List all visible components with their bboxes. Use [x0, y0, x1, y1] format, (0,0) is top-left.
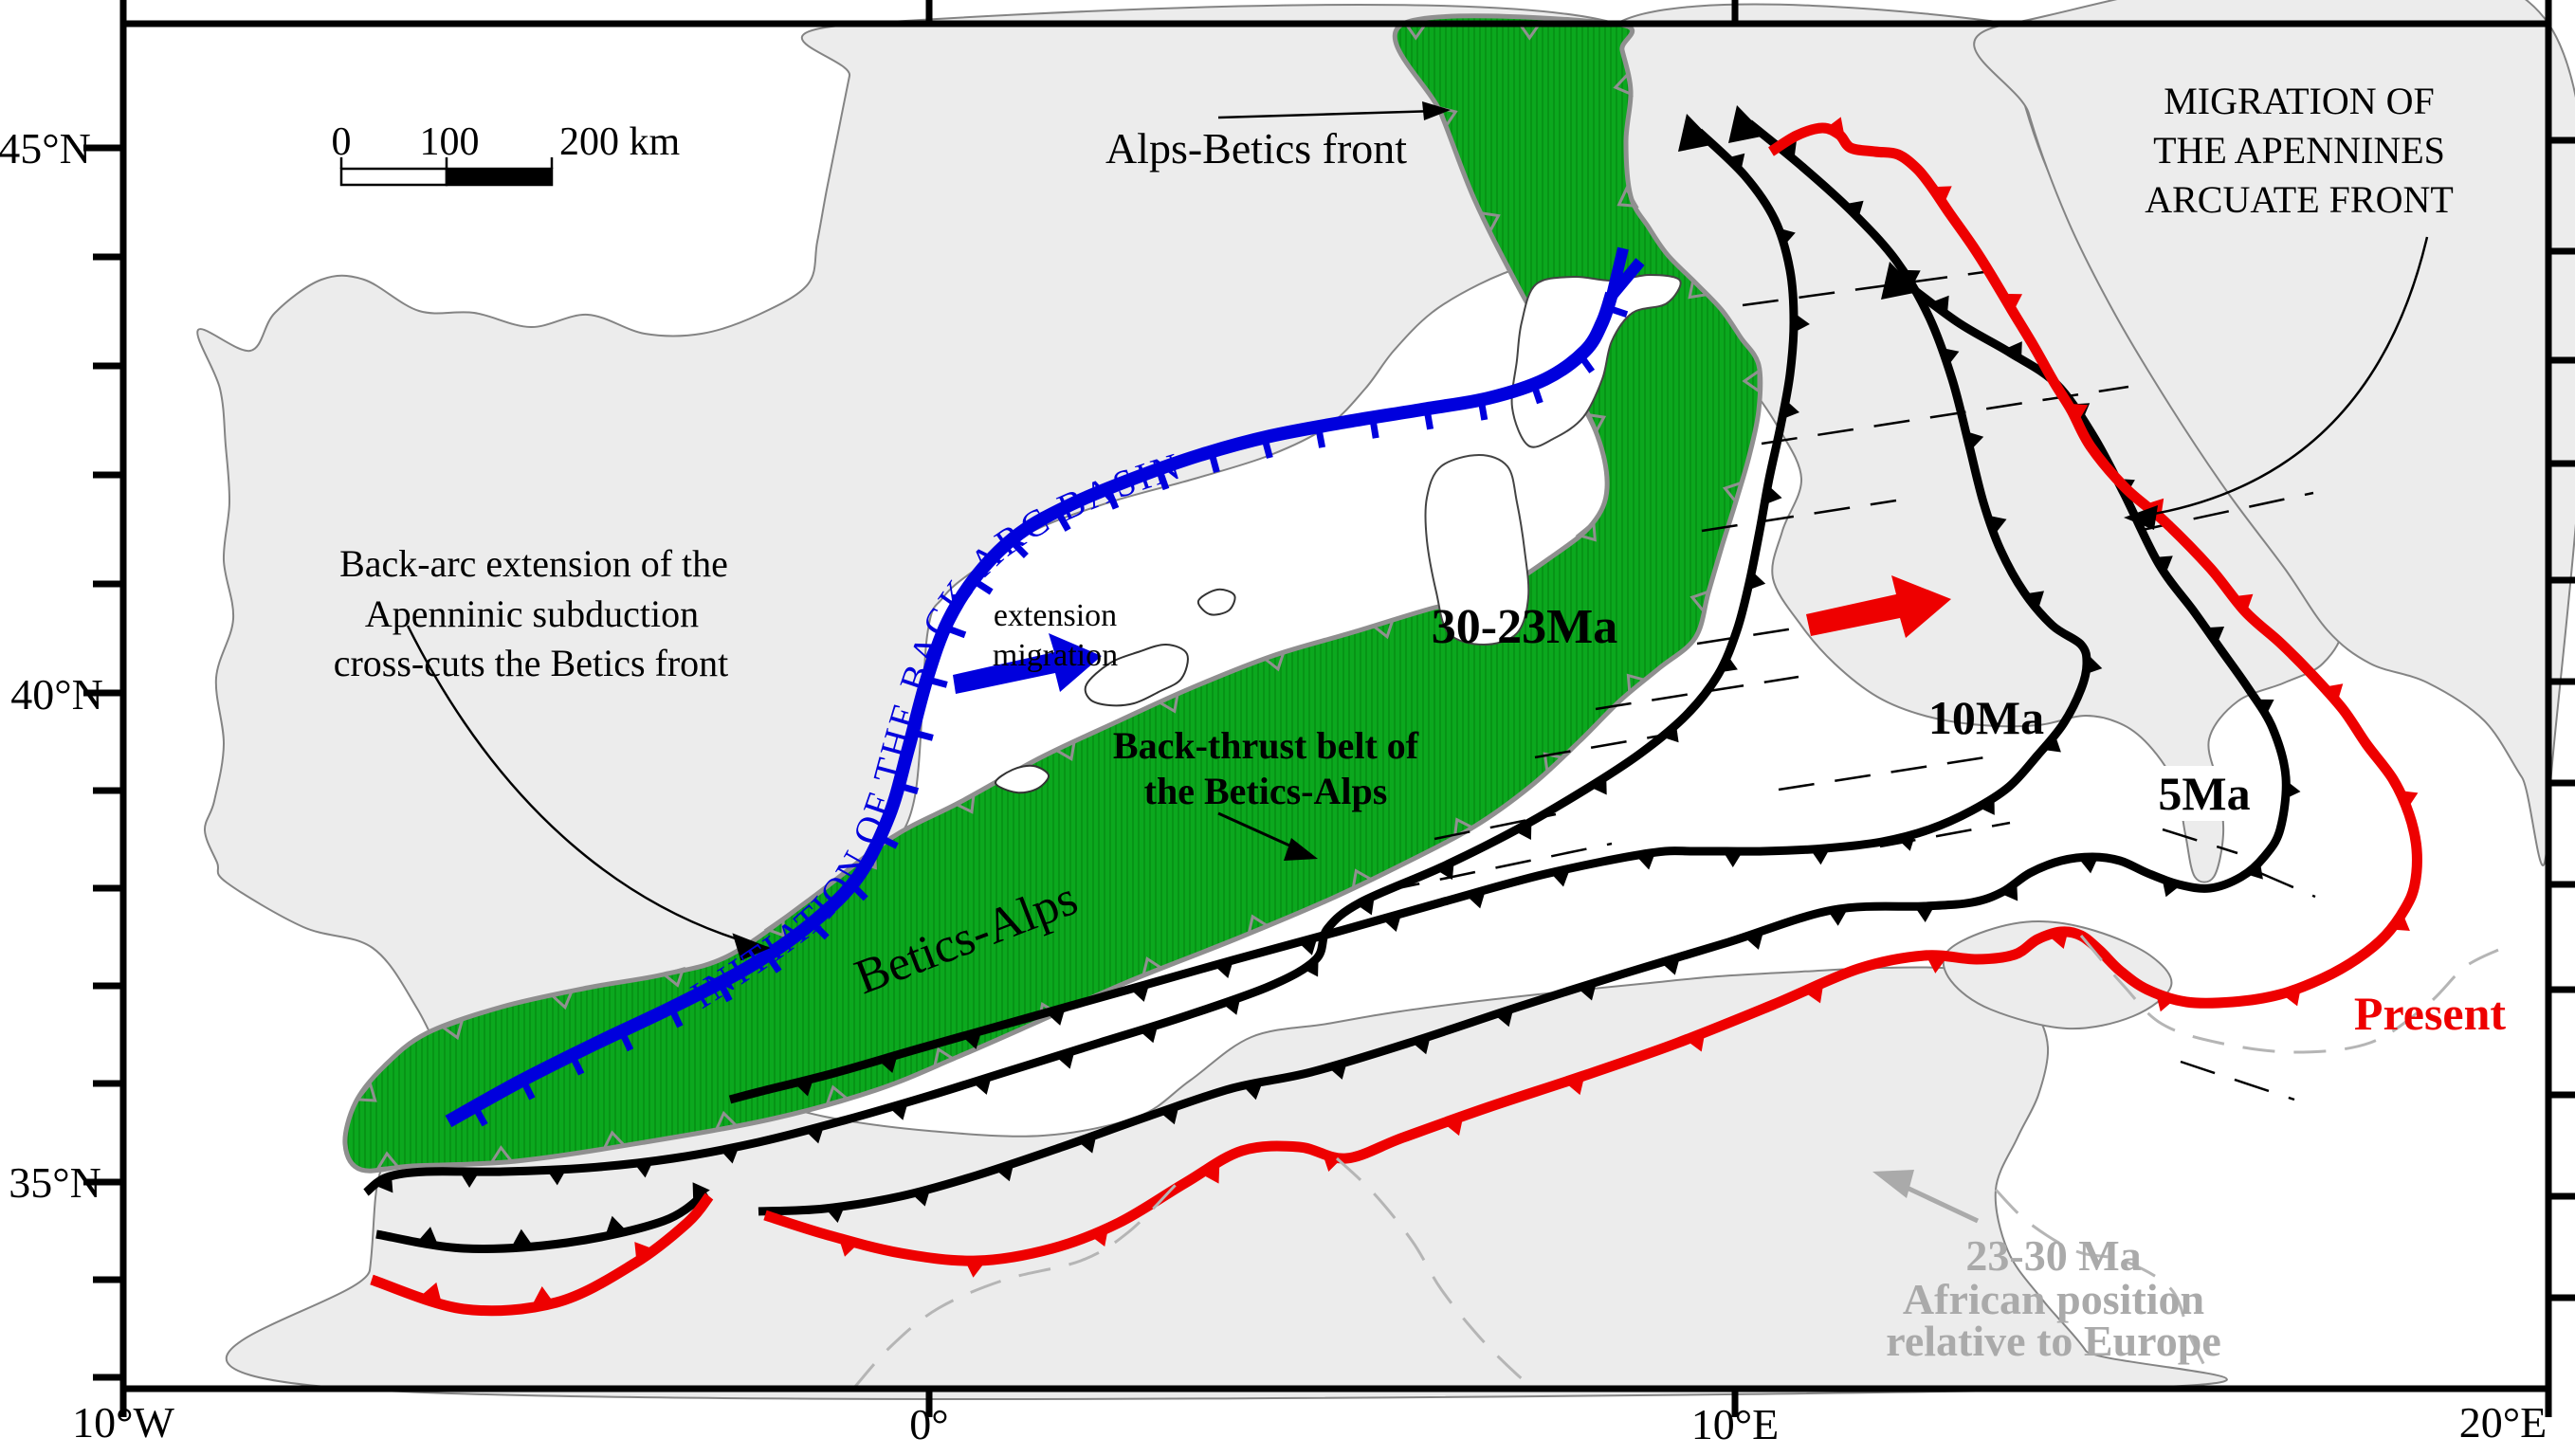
svg-text:the Betics-Alps: the Betics-Alps — [1144, 770, 1388, 812]
svg-text:Back-arc extension of the: Back-arc extension of the — [339, 542, 728, 585]
svg-text:THE APENNINES: THE APENNINES — [2153, 129, 2445, 172]
svg-text:23-30 Ma: 23-30 Ma — [1965, 1231, 2141, 1280]
svg-text:0: 0 — [332, 120, 352, 164]
svg-text:100: 100 — [420, 120, 480, 164]
svg-text:10Ma: 10Ma — [1928, 691, 2044, 744]
svg-text:relative to Europe: relative to Europe — [1886, 1317, 2220, 1365]
svg-text:40°N: 40°N — [10, 670, 103, 719]
svg-text:Present: Present — [2354, 987, 2506, 1040]
svg-text:Back-thrust belt of: Back-thrust belt of — [1113, 724, 1419, 767]
svg-text:Alps-Betics front: Alps-Betics front — [1105, 124, 1407, 173]
svg-text:5Ma: 5Ma — [2158, 767, 2250, 820]
svg-text:200 km: 200 km — [559, 120, 681, 164]
svg-text:20°E: 20°E — [2459, 1398, 2548, 1447]
svg-text:extension: extension — [994, 598, 1117, 633]
svg-text:MIGRATION OF: MIGRATION OF — [2164, 80, 2435, 122]
svg-text:30-23Ma: 30-23Ma — [1432, 600, 1617, 654]
svg-text:10°E: 10°E — [1691, 1400, 1780, 1448]
svg-text:ARCUATE FRONT: ARCUATE FRONT — [2145, 178, 2454, 221]
svg-text:35°N: 35°N — [9, 1158, 101, 1207]
svg-text:Apenninic subduction: Apenninic subduction — [365, 592, 699, 635]
svg-text:migration: migration — [993, 638, 1118, 673]
svg-text:cross-cuts the Betics front: cross-cuts the Betics front — [334, 642, 729, 684]
svg-text:0°: 0° — [909, 1400, 948, 1448]
svg-text:45°N: 45°N — [0, 124, 91, 173]
svg-text:African position: African position — [1903, 1275, 2204, 1323]
svg-text:10°W: 10°W — [72, 1398, 174, 1447]
